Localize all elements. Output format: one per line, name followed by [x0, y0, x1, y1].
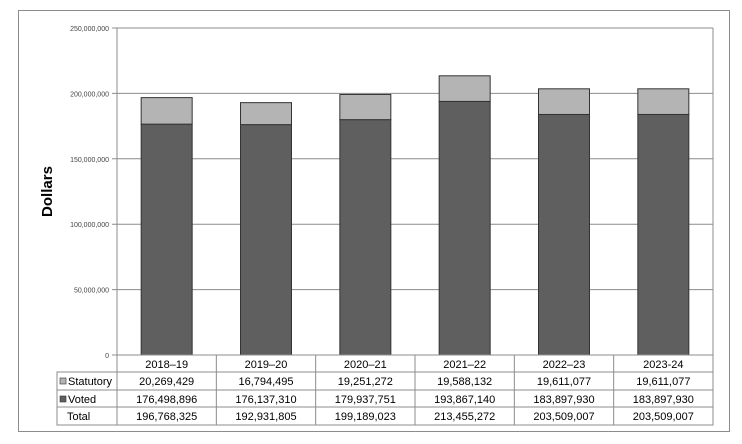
bar-statutory: [140, 97, 193, 125]
x-category-label: 2021–22: [443, 359, 486, 371]
data-label-total: 192,931,805: [235, 411, 296, 423]
bar-statutory: [438, 75, 491, 102]
bar-statutory: [339, 93, 392, 121]
data-label-total: 213,455,272: [434, 411, 495, 423]
data-label-statutory: 16,794,495: [238, 376, 293, 388]
legend-swatch-voted: [59, 395, 67, 403]
bar-statutory: [637, 88, 690, 115]
data-label-voted: 183,897,930: [533, 394, 594, 406]
data-label-voted: 176,498,896: [136, 394, 197, 406]
table-row-label-total: Total: [67, 411, 90, 423]
y-tick-label: 100,000,000: [70, 222, 109, 229]
legend-swatch-statutory: [59, 377, 67, 385]
bar-voted: [339, 119, 392, 356]
data-label-total: 203,509,007: [633, 411, 694, 423]
bar-voted: [140, 123, 193, 356]
data-label-voted: 183,897,930: [633, 394, 694, 406]
x-category-label: 2022–23: [543, 359, 586, 371]
x-category-label: 2023-24: [643, 359, 683, 371]
bar-voted: [240, 124, 292, 356]
y-tick-label: 200,000,000: [70, 91, 109, 98]
y-tick-label: 50,000,000: [74, 288, 109, 295]
legend-label-statutory: Statutory: [68, 376, 113, 388]
data-label-voted: 176,137,310: [235, 394, 296, 406]
data-label-voted: 193,867,140: [434, 394, 495, 406]
data-label-statutory: 19,611,077: [636, 376, 690, 388]
bar-statutory: [538, 88, 590, 115]
data-label-statutory: 19,611,077: [537, 376, 591, 388]
data-label-statutory: 20,269,429: [139, 376, 194, 388]
y-tick-label: 250,000,000: [70, 26, 109, 33]
y-tick-label: 150,000,000: [70, 157, 109, 164]
bar-voted: [637, 113, 690, 356]
data-label-total: 196,768,325: [136, 411, 197, 423]
x-category-label: 2020–21: [344, 359, 387, 371]
y-tick-label: 0: [105, 353, 109, 360]
bar-voted: [438, 100, 491, 356]
legend-label-voted: Voted: [68, 394, 96, 406]
x-category-label: 2018–19: [145, 359, 188, 371]
data-label-total: 199,189,023: [335, 411, 396, 423]
data-label-statutory: 19,251,272: [338, 376, 393, 388]
chart-frame: [18, 10, 730, 432]
y-axis-label: Dollars: [39, 166, 56, 217]
x-category-label: 2019–20: [245, 359, 288, 371]
data-label-total: 203,509,007: [533, 411, 594, 423]
bar-statutory: [240, 102, 292, 126]
bar-voted: [538, 113, 590, 356]
data-label-statutory: 19,588,132: [437, 376, 492, 388]
data-label-voted: 179,937,751: [335, 394, 396, 406]
